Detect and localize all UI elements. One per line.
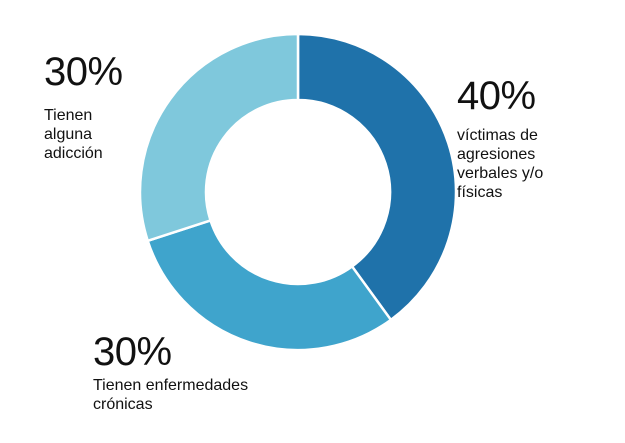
slice-adiccion [138, 32, 300, 243]
slice-label-enfermedades: 30% Tienen enfermedades crónicas [93, 330, 353, 414]
slice-label-agresiones: 40% víctimas de agresiones verbales y/o … [457, 74, 617, 202]
slice-label-adiccion: 30% Tienen alguna adicción [44, 50, 164, 163]
slice-percent-label: 40% [457, 74, 536, 118]
slice-percent-label: 30% [44, 50, 123, 94]
donut-slices [138, 32, 458, 352]
slice-category-label: Tienen enfermedades crónicas [93, 377, 249, 413]
slice-enfermedades [146, 219, 393, 352]
slice-agresiones [296, 32, 458, 322]
slice-category-label: víctimas de agresiones verbales y/o físi… [457, 127, 544, 201]
slice-percent-label: 30% [93, 330, 172, 374]
slice-category-label: Tienen alguna adicción [44, 107, 103, 162]
